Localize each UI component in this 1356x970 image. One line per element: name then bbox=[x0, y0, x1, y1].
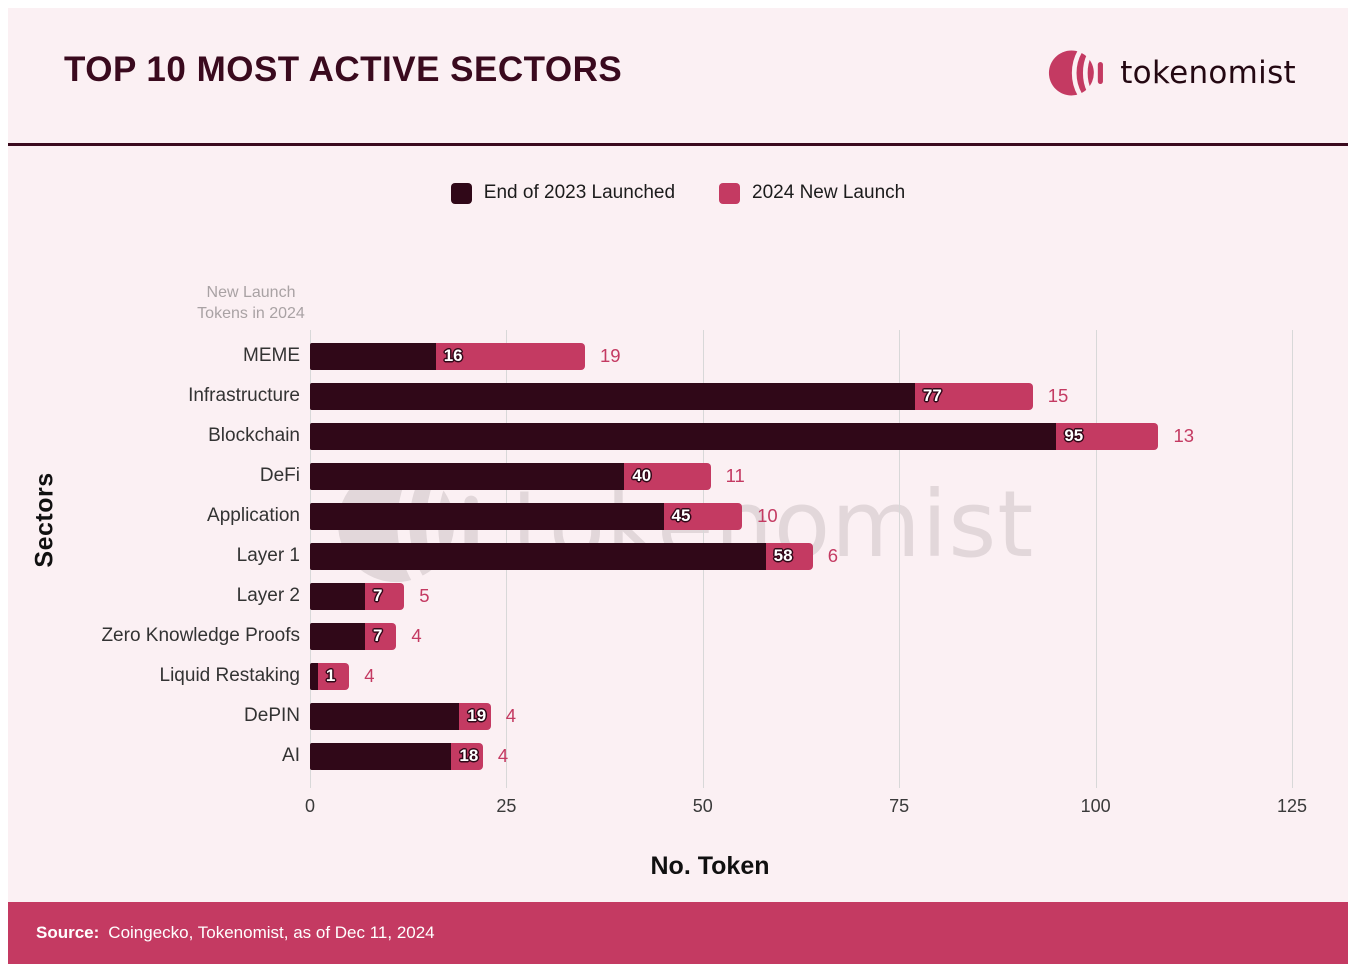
bar-value-2024: 6 bbox=[827, 545, 839, 566]
category-label: Layer 2 bbox=[236, 585, 300, 606]
bar-segment-2023 bbox=[310, 342, 436, 370]
bar-value-2023: 16 bbox=[443, 346, 463, 365]
category-label: DeFi bbox=[259, 465, 300, 486]
bar-value-2023: 19 bbox=[467, 706, 487, 725]
bar-value-2023: 40 bbox=[632, 466, 652, 485]
axis-note: New Launch Tokens in 2024 bbox=[197, 284, 305, 323]
brand-name: tokenomist bbox=[1120, 55, 1296, 91]
bar-segment-2024 bbox=[364, 582, 405, 610]
x-tick-label: 50 bbox=[692, 796, 713, 816]
bar-row: 95 13 bbox=[310, 416, 1292, 456]
legend-item: 2024 New Launch bbox=[719, 182, 905, 204]
legend-label: 2024 New Launch bbox=[752, 182, 906, 203]
x-tick-label: 0 bbox=[304, 796, 316, 816]
bar-segment-2024 bbox=[364, 622, 397, 650]
bar-value-2023: 1 bbox=[325, 666, 336, 685]
plot-area: 16 19 77 15 95 13 40 11 45 10 58 6 7 5 7 4 1 4 19 4 18 4 bbox=[310, 330, 1293, 788]
bar-segment-2023 bbox=[310, 382, 915, 410]
bar-value-2024: 5 bbox=[419, 585, 430, 606]
gridline bbox=[1292, 330, 1293, 788]
bar-value-2024: 11 bbox=[725, 465, 745, 486]
category-label: Blockchain bbox=[208, 425, 300, 446]
bar-segment-2023 bbox=[310, 582, 365, 610]
x-tick-label: 100 bbox=[1080, 796, 1111, 816]
source-label: Source: bbox=[36, 923, 100, 942]
bar-value-2024: 10 bbox=[757, 505, 778, 526]
bar-value-2023: 58 bbox=[773, 546, 793, 565]
category-label: DePIN bbox=[244, 705, 300, 726]
category-labels: MEME Infrastructure Blockchain DeFi Applicat… bbox=[8, 330, 300, 788]
bar-row: 18 4 bbox=[310, 736, 1292, 776]
bar-value-2023: 18 bbox=[459, 746, 479, 765]
bar-value-2023: 77 bbox=[922, 386, 942, 405]
bar-row: 45 10 bbox=[310, 496, 1292, 536]
bar-segment-2023 bbox=[310, 742, 452, 770]
legend: End of 2023 Launched 2024 New Launch bbox=[8, 182, 1348, 204]
bar-segment-2024 bbox=[317, 662, 350, 690]
legend-label: End of 2023 Launched bbox=[483, 182, 676, 203]
infographic: TOP 10 MOST ACTIVE SECTORS tokenomist En… bbox=[8, 8, 1348, 964]
bar-value-2023: 95 bbox=[1064, 426, 1084, 445]
bar-row: 77 15 bbox=[310, 376, 1292, 416]
x-tick-label: 125 bbox=[1276, 796, 1308, 816]
bar-value-2024: 13 bbox=[1173, 425, 1195, 446]
bar-row: 58 6 bbox=[310, 536, 1292, 576]
divider bbox=[8, 143, 1348, 146]
bar-row: 16 19 bbox=[310, 336, 1292, 376]
bar-segment-2023 bbox=[310, 502, 664, 530]
category-label: AI bbox=[282, 745, 300, 766]
category-label: Layer 1 bbox=[236, 545, 300, 566]
bar-value-2023: 45 bbox=[671, 506, 691, 525]
x-tick-label: 75 bbox=[889, 796, 910, 816]
bar-segment-2023 bbox=[310, 622, 365, 650]
bar-segment-2024 bbox=[451, 742, 483, 770]
bar-segment-2024 bbox=[624, 462, 711, 490]
category-label: Liquid Restaking bbox=[159, 665, 300, 686]
x-tick-label: 25 bbox=[496, 796, 517, 816]
bar-value-2024: 15 bbox=[1047, 385, 1069, 406]
x-axis-title: No. Token bbox=[650, 852, 770, 880]
x-ticks: 0 25 50 75 100 125 bbox=[305, 796, 1307, 822]
category-label: MEME bbox=[243, 345, 300, 366]
source-footer: Source: Coingecko, Tokenomist, as of Dec… bbox=[8, 902, 1348, 964]
category-label: Zero Knowledge Proofs bbox=[101, 625, 300, 646]
brand-logo: tokenomist bbox=[1048, 46, 1296, 100]
tokenomist-logo-icon bbox=[1049, 49, 1104, 97]
bar-segment-2024 bbox=[1056, 422, 1159, 450]
bar-row: 40 11 bbox=[310, 456, 1292, 496]
page-title: TOP 10 MOST ACTIVE SECTORS bbox=[64, 50, 623, 89]
bar-segment-2023 bbox=[310, 702, 460, 730]
legend-swatch bbox=[719, 182, 741, 204]
bar-value-2024: 4 bbox=[411, 625, 422, 646]
bar-segment-2023 bbox=[310, 662, 318, 690]
bar-segment-2024 bbox=[765, 542, 813, 570]
bar-value-2024: 4 bbox=[364, 665, 375, 686]
source-text: Coingecko, Tokenomist, as of Dec 11, 202… bbox=[108, 923, 435, 942]
bar-value-2023: 7 bbox=[372, 626, 383, 645]
bar-value-2024: 4 bbox=[505, 705, 516, 726]
bar-row: 19 4 bbox=[310, 696, 1292, 736]
bar-value-2023: 7 bbox=[372, 586, 383, 605]
bar-value-2024: 4 bbox=[497, 745, 509, 766]
bar-segment-2023 bbox=[310, 422, 1057, 450]
bar-segment-2024 bbox=[459, 702, 491, 730]
gridline bbox=[899, 330, 901, 788]
category-label: Infrastructure bbox=[188, 385, 300, 406]
bar-segment-2023 bbox=[310, 542, 766, 570]
bar-segment-2023 bbox=[310, 462, 625, 490]
bar-segment-2024 bbox=[435, 342, 585, 370]
legend-item: End of 2023 Launched bbox=[450, 182, 676, 204]
bar-segment-2024 bbox=[914, 382, 1033, 410]
bar-value-2024: 19 bbox=[599, 345, 621, 366]
legend-swatch bbox=[450, 182, 472, 204]
bar-segment-2024 bbox=[663, 502, 743, 530]
category-label: Application bbox=[207, 505, 300, 526]
gridline bbox=[1095, 330, 1097, 788]
